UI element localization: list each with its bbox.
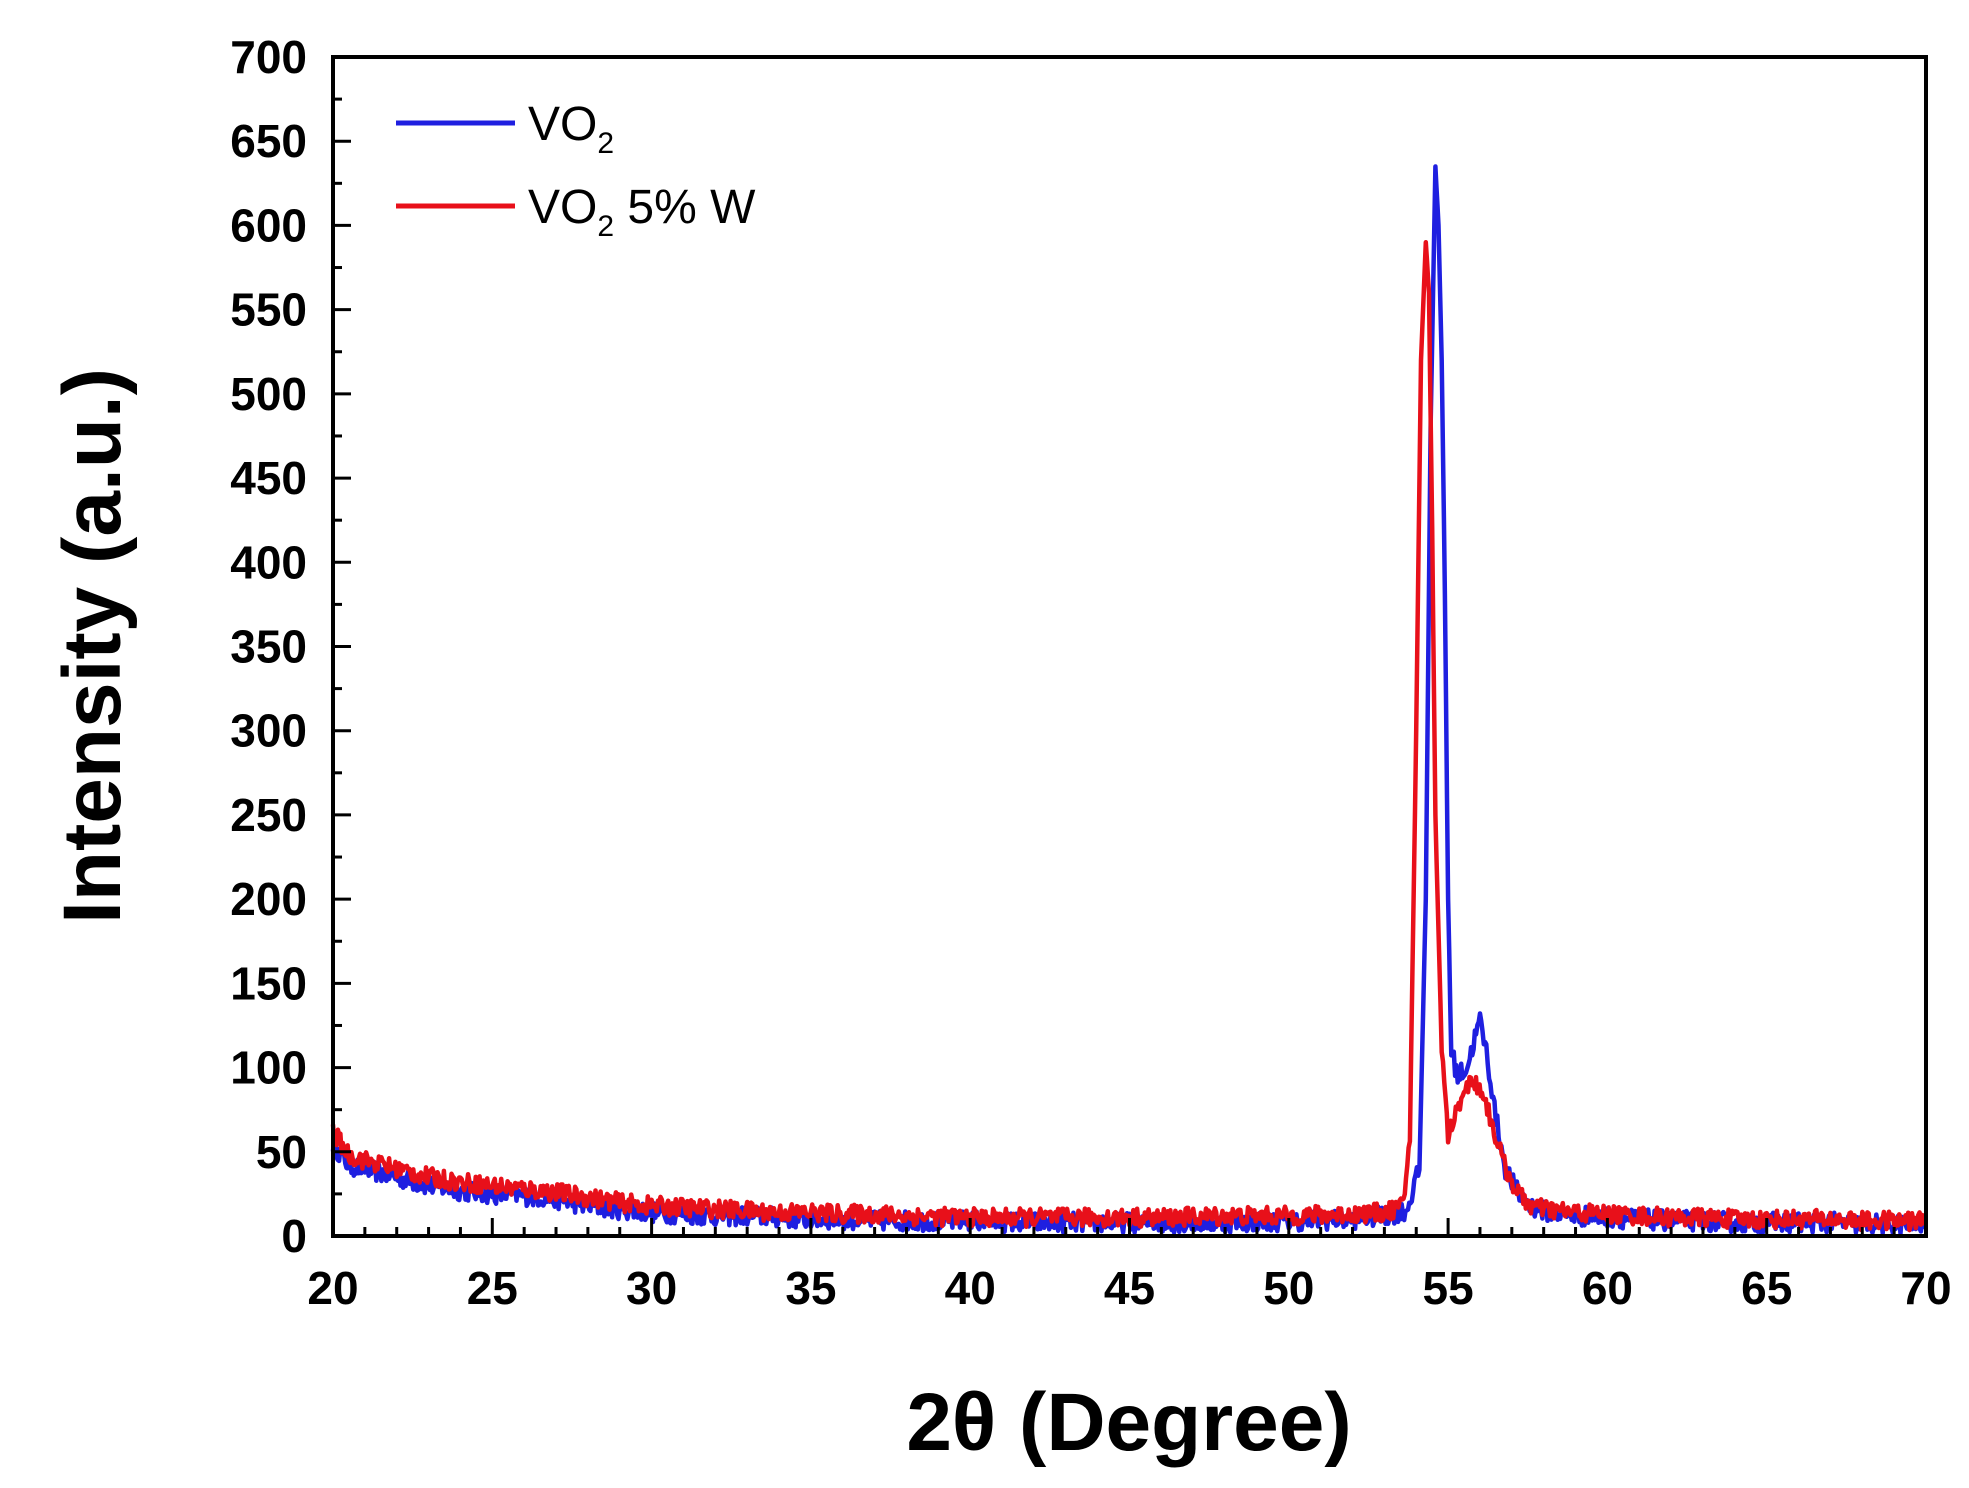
y-tick-label: 150	[230, 957, 307, 1009]
series-layer	[330, 164, 1929, 1236]
y-tick-label: 650	[230, 115, 307, 167]
y-tick-label: 250	[230, 789, 307, 841]
y-tick-label: 50	[256, 1126, 307, 1178]
y-tick-label: 400	[230, 536, 307, 588]
y-tick-label: 450	[230, 452, 307, 504]
x-axis-title: 2θ (Degree)	[906, 1377, 1351, 1468]
x-tick-label: 55	[1423, 1262, 1474, 1314]
y-axis: 0 50 100 150 200 250 300 350 400 450 500 550 600 650 7…	[230, 31, 351, 1262]
y-tick-label: 100	[230, 1042, 307, 1094]
series-line-vo2-5pct-w	[330, 240, 1927, 1233]
y-tick-label: 0	[281, 1210, 307, 1262]
y-tick-label: 550	[230, 284, 307, 336]
x-axis: 20 25 30 35 40 45 50 55 60 65 70	[307, 1218, 1952, 1314]
x-tick-label: 45	[1104, 1262, 1155, 1314]
x-tick-label: 70	[1900, 1262, 1951, 1314]
x-tick-label: 25	[467, 1262, 518, 1314]
x-tick-label: 20	[307, 1262, 358, 1314]
y-tick-label: 350	[230, 621, 307, 673]
y-axis-title: Intensity (a.u.)	[47, 368, 138, 924]
y-tick-label: 200	[230, 873, 307, 925]
y-tick-label: 700	[230, 31, 307, 83]
legend-label: VO2 5% W	[528, 181, 756, 243]
x-tick-label: 35	[785, 1262, 836, 1314]
x-tick-label: 30	[626, 1262, 677, 1314]
x-tick-label: 40	[945, 1262, 996, 1314]
y-tick-label: 300	[230, 705, 307, 757]
x-tick-label: 50	[1263, 1262, 1314, 1314]
y-tick-label: 500	[230, 368, 307, 420]
legend: VO2 VO2 5% W	[396, 98, 756, 243]
legend-label: VO2	[528, 98, 614, 160]
y-tick-label: 600	[230, 199, 307, 251]
series-line-vo2	[330, 164, 1929, 1236]
x-tick-label: 65	[1741, 1262, 1792, 1314]
x-tick-label: 60	[1582, 1262, 1633, 1314]
